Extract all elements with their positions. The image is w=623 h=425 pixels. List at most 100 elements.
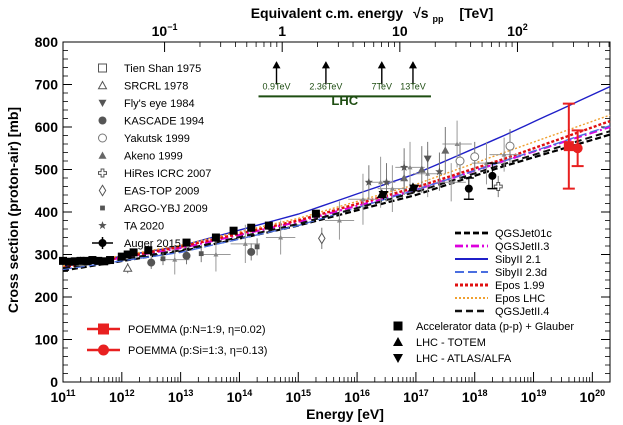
- model-curve-qgsjetii-3: [62, 125, 611, 269]
- legend-marker-eas-top-2009: [98, 184, 107, 197]
- top-axis-title-sqrt: √s: [413, 5, 429, 21]
- legend-marker-lhc-atlas: [393, 354, 403, 363]
- x-tick-exponent: 16: [360, 388, 370, 398]
- point-eas-top-2009: [318, 232, 326, 245]
- y-tick-label: 700: [35, 77, 59, 93]
- x-tick-exponent: 11: [66, 388, 76, 398]
- measurement-point: [454, 141, 460, 146]
- x-tick-base: 10: [109, 389, 125, 405]
- point-yakutsk-1999: [505, 141, 515, 151]
- legend-label-fly-s-eye-1984: Fly's eye 1984: [124, 98, 195, 110]
- legend-marker-argo-ybj-2009: [100, 205, 105, 211]
- accelerator-point: [100, 257, 109, 266]
- measurement-point: [278, 235, 284, 240]
- top-tick-base: 10: [152, 23, 168, 39]
- x-tick-base: 10: [344, 389, 360, 405]
- y-tick-label: 400: [35, 204, 59, 220]
- legend-label-ta-2020: TA 2020: [124, 221, 164, 233]
- accelerator-point: [123, 250, 132, 259]
- y-tick-label: 0: [50, 374, 58, 390]
- measurement-point: [407, 164, 413, 170]
- top-tick-label: 102: [507, 22, 528, 39]
- point-auger-2015: [488, 171, 497, 180]
- x-tick-label: 1020: [580, 388, 606, 405]
- accelerator-point: [117, 252, 126, 261]
- measurement-point: [389, 186, 395, 191]
- model-curve-qgsjetii-4: [62, 130, 611, 270]
- accelerator-point: [129, 248, 138, 257]
- y-tick-label: 600: [35, 119, 59, 135]
- x-tick-base: 10: [168, 389, 184, 405]
- x-tick-label: 1017: [403, 388, 429, 405]
- point-hires-icrc-2007: [493, 182, 503, 191]
- legend-label-sibyii-2-1: SibyII 2.1: [495, 254, 541, 266]
- top-axis-title-sub: pp: [432, 14, 443, 24]
- x-tick-exponent: 13: [183, 388, 193, 398]
- measurement-point: [378, 179, 384, 185]
- lhc-label: LHC: [331, 93, 358, 108]
- lhc-energy-label: 0.9TeV: [262, 82, 290, 92]
- legend-label-epos-1-99: Epos 1.99: [495, 280, 545, 292]
- x-tick-base: 10: [521, 389, 537, 405]
- point-ta-2020: [400, 163, 409, 171]
- x-tick-base: 10: [285, 389, 301, 405]
- legend-label-lhc-atlas: LHC - ATLAS/ALFA: [416, 353, 512, 365]
- model-curve-epos-lhc: [62, 114, 611, 267]
- legend-marker-akeno-1999: [98, 151, 107, 159]
- x-tick-base: 10: [462, 389, 478, 405]
- top-axis-title: Equivalent c.m. energy √s pp [TeV]: [251, 5, 494, 25]
- x-axis-title: Energy [eV]: [306, 406, 384, 422]
- legend-label-auger-2015: Auger 2015: [124, 238, 181, 250]
- top-axis-title-unit: [TeV]: [459, 5, 493, 21]
- x-tick-base: 10: [403, 389, 419, 405]
- legend-label-akeno-1999: Akeno 1999: [124, 151, 183, 163]
- x-tick-exponent: 18: [478, 388, 488, 398]
- measurement-point: [172, 257, 178, 262]
- y-tick-label: 800: [35, 34, 59, 50]
- top-tick-label: 10: [392, 23, 408, 39]
- point-kascade-1994: [147, 258, 156, 267]
- accelerator-point: [211, 233, 220, 242]
- legend-marker-fly-s-eye-1984: [98, 99, 107, 107]
- x-tick-exponent: 12: [125, 388, 135, 398]
- legend-label-epos-lhc: Epos LHC: [495, 293, 545, 305]
- poemma-point: [572, 143, 583, 154]
- top-tick-exponent: 2: [523, 22, 528, 32]
- x-tick-label: 1011: [50, 388, 75, 405]
- legend-label-qgsjet01c: QGSJet01c: [495, 228, 552, 240]
- x-tick-base: 10: [580, 389, 596, 405]
- point-ta-2020: [382, 177, 391, 186]
- legend-label-hires-icrc-2007: HiRes ICRC 2007: [124, 168, 211, 180]
- accelerator-point: [94, 256, 103, 265]
- top-tick-label: 10−1: [152, 22, 178, 39]
- lhc-energy-label: 2.36TeV: [309, 82, 342, 92]
- measurement-point: [336, 218, 342, 223]
- x-tick-exponent: 15: [301, 388, 311, 398]
- legend-marker-kascade-1994: [98, 116, 107, 125]
- point-kascade-1994: [182, 251, 191, 260]
- model-curve-sibyii-2-1: [62, 85, 611, 268]
- legend-label-argo-ybj-2009: ARGO-YBJ 2009: [124, 203, 208, 215]
- x-tick-exponent: 14: [242, 388, 252, 398]
- top-tick-exponent: −1: [167, 22, 177, 32]
- x-tick-label: 1012: [109, 388, 135, 405]
- point-ta-2020: [364, 177, 373, 186]
- accelerator-point: [182, 238, 191, 247]
- x-tick-base: 10: [227, 389, 243, 405]
- point-yakutsk-1999: [470, 152, 480, 162]
- point-argo-ybj-2009: [198, 251, 204, 257]
- top-tick-label: 1: [278, 23, 286, 39]
- legend-label-qgsjetii-4: QGSJetII.4: [495, 306, 549, 318]
- legend-label-qgsjetii-3: QGSJetII.3: [495, 241, 549, 253]
- measurement-point: [483, 160, 489, 166]
- x-tick-label: 1018: [462, 388, 488, 405]
- legend-marker-lhc-totem: [393, 337, 403, 346]
- measurement-point: [448, 179, 454, 185]
- accelerator-point: [88, 256, 97, 265]
- lhc-energy-label: 13TeV: [400, 82, 426, 92]
- x-tick-label: 1013: [168, 388, 194, 405]
- accelerator-point: [229, 226, 238, 235]
- x-tick-label: 1015: [285, 388, 311, 405]
- top-axis-title-main: Equivalent c.m. energy: [251, 5, 404, 21]
